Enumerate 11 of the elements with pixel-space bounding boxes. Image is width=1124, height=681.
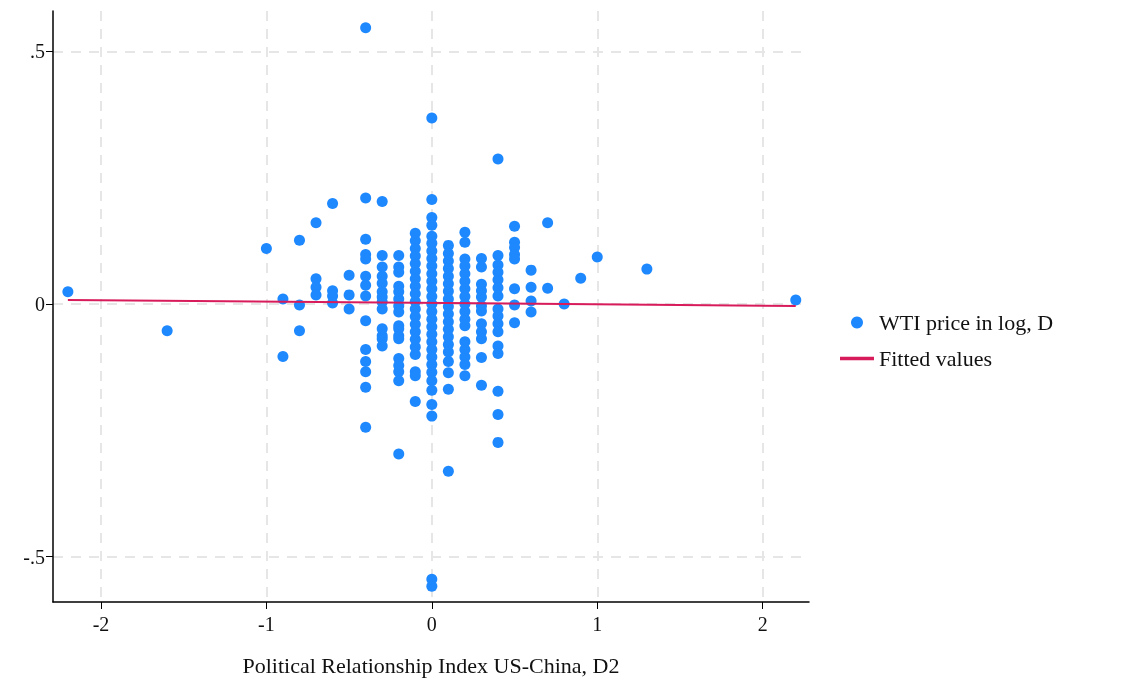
x-tick-label: 0 — [426, 613, 437, 635]
x-tick-label: -1 — [258, 613, 275, 635]
legend-label: Fitted values — [879, 346, 993, 371]
x-tick-label: 1 — [592, 613, 603, 635]
x-axis-title: Political Relationship Index US-China, D2 — [242, 652, 620, 678]
y-tick-label: 0 — [35, 292, 45, 315]
y-tick-label: -.5 — [23, 545, 45, 568]
x-tick-label: 2 — [757, 613, 768, 635]
legend-label: WTI price in log, D — [879, 310, 1054, 335]
x-tick-label: -2 — [92, 613, 110, 635]
y-tick-label: .5 — [30, 40, 45, 63]
